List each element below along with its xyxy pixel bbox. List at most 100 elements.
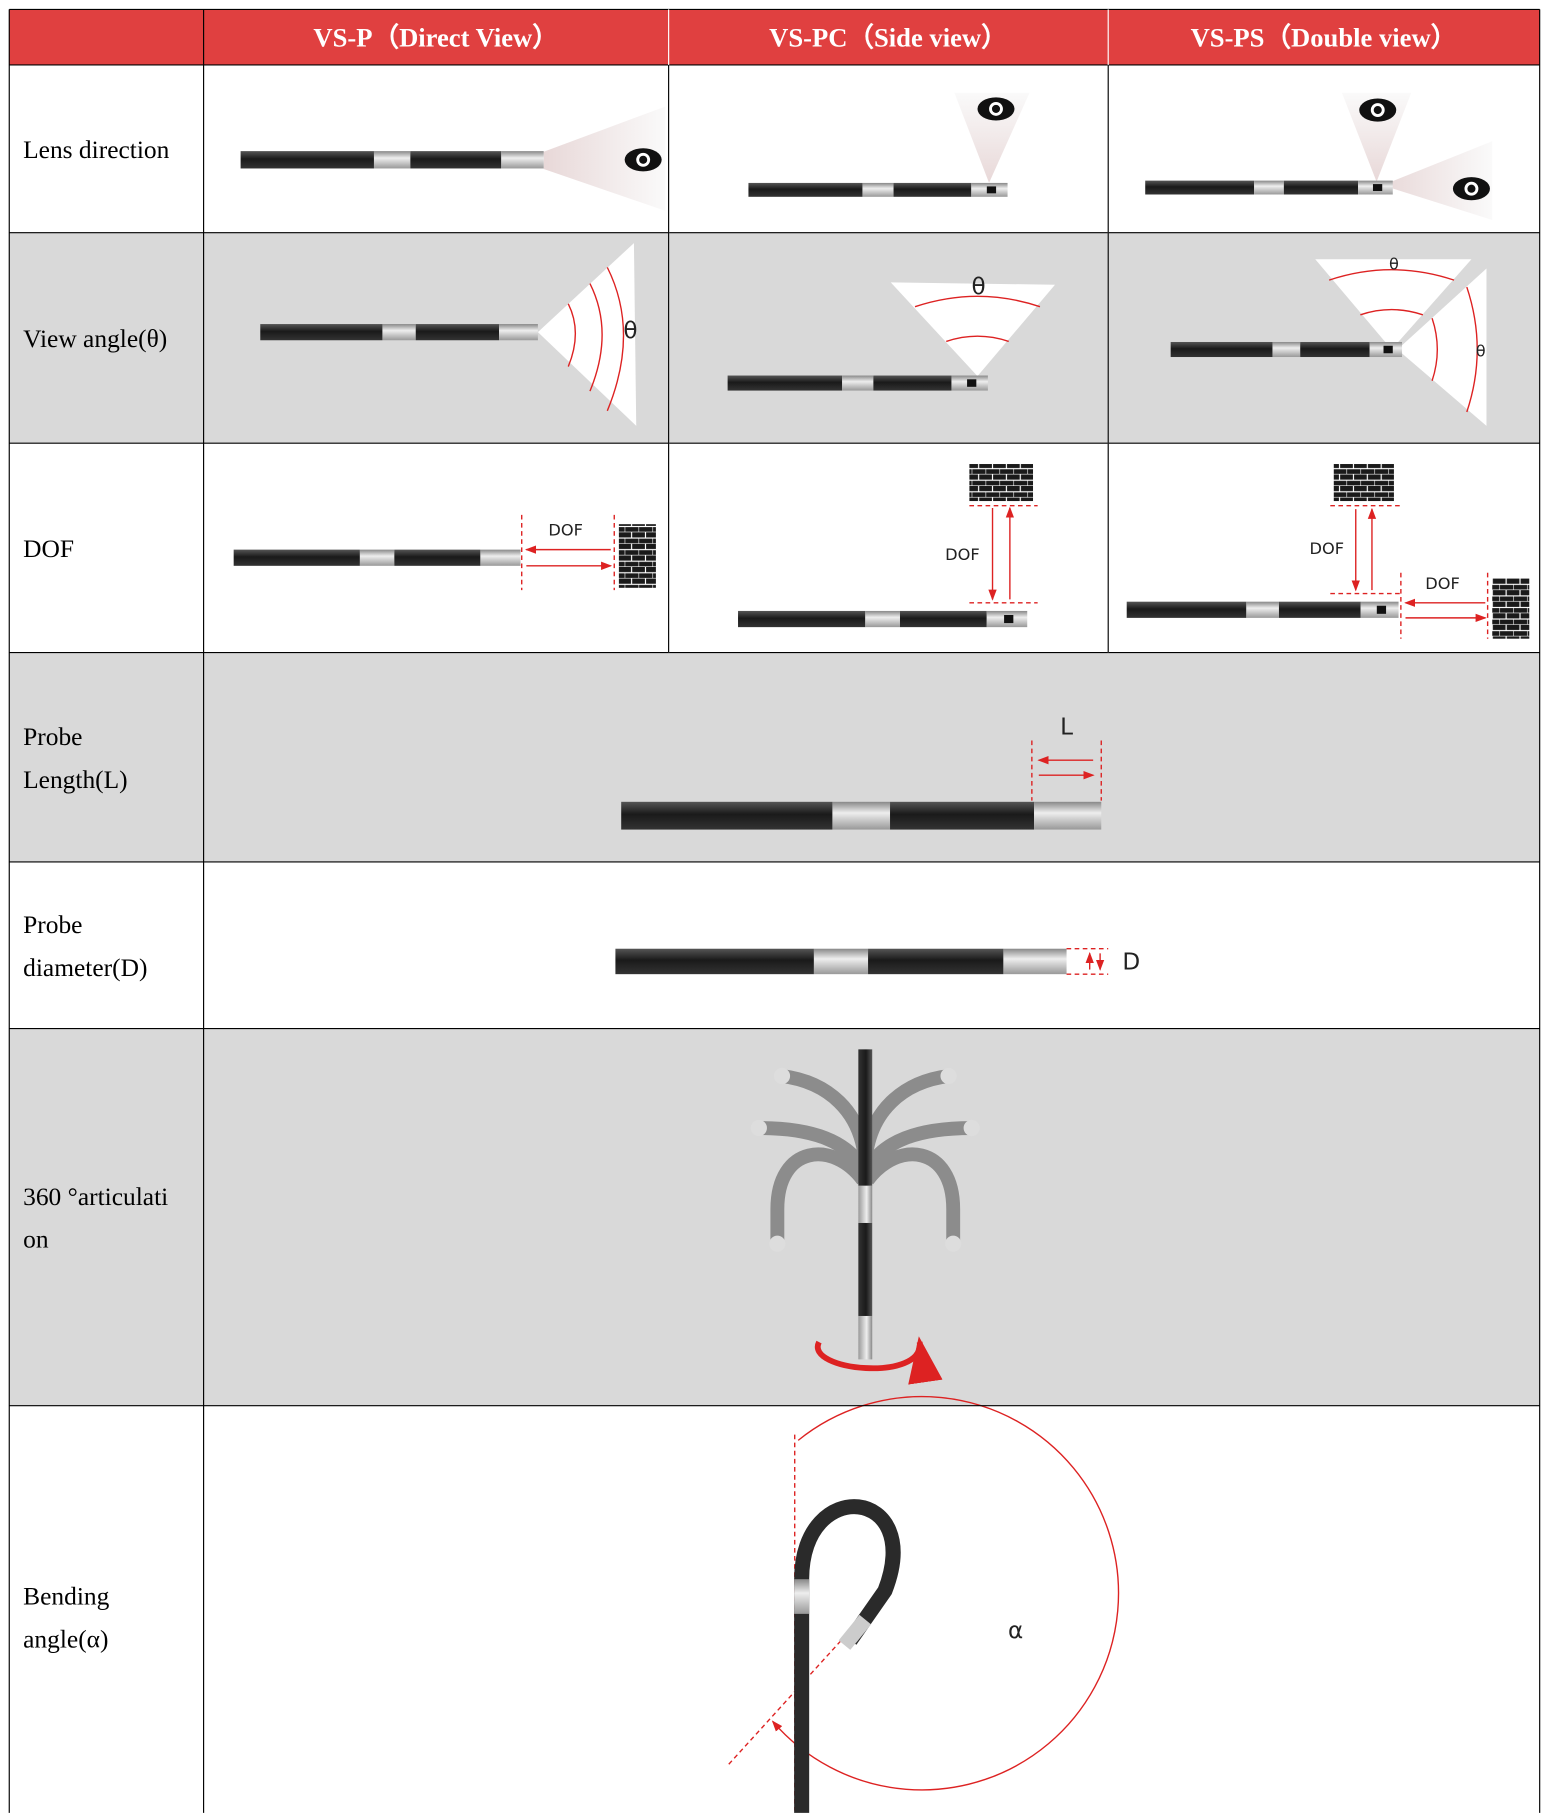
- arm-tip: [773, 1067, 791, 1085]
- probe-segment: [480, 549, 521, 566]
- row-label: Lens direction: [23, 135, 169, 164]
- probe-segment: [813, 948, 869, 975]
- header-bg: [9, 9, 1540, 65]
- red-line: [1328, 268, 1455, 281]
- camera: [967, 379, 977, 387]
- probe-segment: [868, 948, 1004, 975]
- probe-segment: [615, 948, 814, 975]
- row-bg: [9, 652, 1540, 862]
- probe: [1145, 180, 1393, 195]
- probe: [240, 151, 544, 169]
- red-line: [914, 295, 1041, 308]
- row-label: diameter(D): [23, 953, 147, 982]
- probe-segment: [1300, 341, 1370, 358]
- probe: [727, 375, 988, 391]
- red-line: [589, 283, 603, 392]
- probe-segment: [1254, 180, 1284, 195]
- column-header: VS-PS（Double view）: [1191, 22, 1458, 52]
- brick-wall: [1492, 578, 1530, 639]
- brick-wall: [1333, 464, 1394, 502]
- row-bg: [9, 1405, 1540, 1813]
- red-line: [567, 303, 576, 367]
- eye-pupil: [1373, 106, 1382, 115]
- annotation: D: [1122, 950, 1140, 976]
- camera: [986, 186, 997, 194]
- probe-segment: [899, 610, 987, 628]
- camera: [1004, 614, 1014, 624]
- arm-tip: [750, 1119, 767, 1137]
- probe-segment: [1003, 948, 1067, 975]
- annotation: θ: [1476, 341, 1486, 360]
- annotation: θ: [1389, 255, 1399, 274]
- row-label: Bending: [23, 1582, 109, 1611]
- annotation: θ: [623, 318, 637, 344]
- probe-segment: [415, 324, 500, 341]
- probe: [260, 324, 538, 341]
- annotation: DOF: [548, 521, 583, 540]
- view-cone: [1315, 259, 1472, 350]
- probe-segment: [858, 1049, 873, 1186]
- arm-tip: [963, 1119, 980, 1137]
- probe-segment: [1278, 601, 1361, 618]
- view-cone: [537, 243, 637, 426]
- probe: [615, 948, 1067, 975]
- probe-segment: [858, 1222, 873, 1316]
- row-bg: [9, 232, 1540, 444]
- annotation: DOF: [945, 545, 980, 564]
- eye-pupil: [991, 104, 1001, 113]
- probe-segment: [890, 801, 1035, 830]
- arm-tip: [945, 1235, 962, 1252]
- probe-segment: [748, 182, 863, 197]
- row-label: View angle(θ): [23, 324, 167, 353]
- brick-wall: [969, 464, 1034, 502]
- arm-tip: [769, 1235, 786, 1252]
- view-cone: [1397, 268, 1487, 426]
- probe-segment: [410, 151, 502, 169]
- column-header: VS-P（Direct View）: [313, 22, 558, 52]
- annotation: DOF: [1425, 574, 1460, 593]
- camera: [1376, 605, 1387, 614]
- probe: [1126, 601, 1399, 618]
- probe-segment: [862, 182, 894, 197]
- eye-pupil: [639, 155, 648, 164]
- probe-segment: [738, 610, 866, 628]
- probe-segment: [394, 549, 481, 566]
- view-cone: [543, 106, 666, 211]
- probe-segment: [873, 375, 952, 391]
- row-label: DOF: [23, 534, 74, 563]
- row-bg: [9, 64, 1540, 233]
- red-line: [771, 1395, 1120, 1791]
- row-label: angle(α): [23, 1624, 108, 1653]
- arm-tube: [862, 1147, 961, 1244]
- probe-segment: [382, 324, 416, 341]
- probe: [858, 1049, 873, 1360]
- probe-segment: [842, 375, 874, 391]
- rotation-arrow: [814, 1336, 943, 1385]
- probe: [621, 801, 1102, 830]
- brick-wall: [618, 524, 656, 588]
- probe-segment: [240, 151, 374, 169]
- probe-segment: [865, 610, 900, 628]
- probe-segment: [501, 151, 544, 169]
- bent-probe: [794, 1499, 901, 1813]
- probe-segment: [621, 801, 833, 830]
- camera: [1372, 184, 1383, 192]
- probe-segment: [858, 1185, 873, 1223]
- probe-segment: [1246, 601, 1279, 618]
- column-header: VS-PC（Side view）: [769, 22, 1008, 52]
- probe-segment: [373, 151, 411, 169]
- red-line: [606, 267, 625, 412]
- row-label: Length(L): [23, 765, 128, 794]
- probe-segment: [893, 182, 972, 197]
- eye-pupil: [1467, 184, 1476, 193]
- row-label: 360 °articulati: [23, 1182, 168, 1211]
- probe: [233, 549, 521, 566]
- probe-tip: [838, 1614, 872, 1650]
- probe: [748, 182, 1008, 197]
- camera: [1383, 345, 1393, 354]
- probe-segment: [1145, 180, 1255, 195]
- red-line: [946, 335, 1009, 343]
- probe-segment: [260, 324, 383, 341]
- probe: [738, 610, 1028, 628]
